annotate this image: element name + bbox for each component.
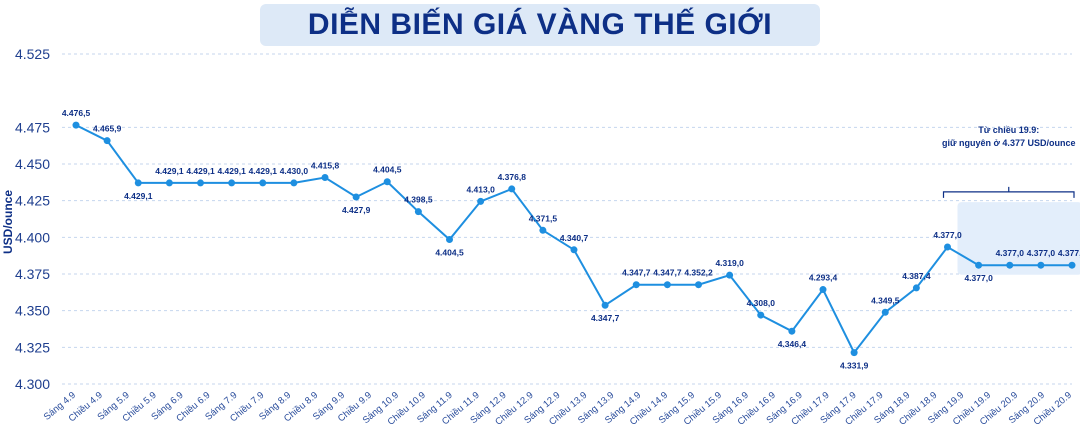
y-tick-label: 4.425	[15, 193, 50, 209]
y-tick-label: 4.400	[15, 229, 50, 245]
data-label: 4.347,7	[591, 313, 620, 323]
y-tick-label: 4.350	[15, 303, 50, 319]
data-label: 4.427,9	[342, 205, 371, 215]
highlight-region	[942, 186, 1080, 275]
data-label: 4.429,1	[217, 166, 246, 176]
data-point	[446, 236, 453, 244]
data-labels: 4.476,54.465,94.429,14.429,1 4.429,1 4.429…	[62, 108, 1080, 370]
y-tick-label: 4.475	[15, 119, 50, 135]
data-point	[103, 137, 111, 145]
data-point	[352, 193, 360, 201]
data-label: 4.319,0	[715, 258, 744, 268]
data-label: 4.377,0	[1058, 248, 1080, 258]
data-point	[321, 173, 329, 181]
data-point	[134, 179, 142, 187]
y-axis-label: USD/ounce	[1, 190, 15, 254]
y-tick-label: 4.375	[15, 266, 50, 282]
data-label: 4.429,1	[124, 191, 153, 201]
data-label: 4.429,1	[249, 166, 278, 176]
data-point	[290, 179, 298, 187]
title-banner: DIỄN BIẾN GIÁ VÀNG THẾ GIỚI	[260, 4, 820, 46]
data-label: 4.371,5	[529, 213, 558, 223]
data-label: 4.429,1	[155, 166, 184, 176]
data-point	[570, 246, 578, 254]
data-point	[757, 311, 765, 319]
data-point	[726, 271, 734, 279]
annotation-group: Từ chiều 19.9: giữ nguyên ở 4.377 USD/ou…	[942, 125, 1075, 148]
data-point	[414, 208, 422, 216]
data-label: 4.293,4	[809, 273, 838, 283]
data-label: 4.377,0	[996, 248, 1025, 258]
y-tick-label: 4.325	[15, 339, 50, 355]
data-points	[72, 121, 1076, 357]
data-point	[72, 121, 80, 129]
data-label: 4.404,5	[435, 248, 464, 258]
y-tick-label: 4.300	[15, 376, 50, 392]
y-axis-ticks: 4.300 4.325 4.350 4.375 4.400 4.425 4.450 4.475…	[15, 46, 50, 392]
annotation-line-2: giữ nguyên ở 4.377 USD/ounce	[942, 138, 1075, 148]
data-point	[383, 178, 391, 186]
data-label: 4.331,9	[840, 361, 869, 371]
data-point	[788, 327, 796, 335]
data-label: 4.346,4	[778, 339, 807, 349]
chart-title: DIỄN BIẾN GIÁ VÀNG THẾ GIỚI	[307, 8, 773, 41]
data-label: 4.352,2	[684, 268, 713, 278]
data-point	[1006, 261, 1014, 269]
data-label: 4.476,5	[62, 108, 91, 118]
data-label: 4.387,4	[902, 271, 931, 281]
data-point	[197, 179, 204, 187]
data-point	[663, 281, 671, 289]
data-point	[975, 261, 983, 269]
data-point	[695, 281, 702, 289]
data-point	[632, 281, 640, 289]
data-point	[477, 197, 485, 205]
y-tick-label: 4.525	[15, 46, 50, 62]
data-label: 4.413,0	[466, 184, 495, 194]
data-label: 4.377,0	[933, 230, 962, 240]
data-point	[508, 185, 516, 193]
annotation-line-1: Từ chiều 19.9:	[978, 125, 1039, 135]
gridlines	[62, 53, 1072, 385]
data-label: 4.340,7	[560, 233, 589, 243]
data-label: 4.308,0	[747, 298, 776, 308]
data-label: 4.376,8	[498, 172, 527, 182]
data-label: 4.430,0	[280, 166, 309, 176]
data-label: 4.347,7	[653, 268, 682, 278]
data-label: 4.377,0	[964, 273, 993, 283]
annotation-bracket	[942, 186, 1075, 198]
data-label: 4.398,5	[404, 195, 433, 205]
data-point	[944, 243, 951, 251]
y-tick-label: 4.450	[15, 156, 50, 172]
data-label: 4.429,1	[186, 166, 215, 176]
data-label: 4.404,5	[373, 165, 402, 175]
data-point	[912, 284, 920, 292]
data-point	[601, 301, 609, 309]
data-point	[539, 226, 547, 234]
data-label: 4.465,9	[93, 124, 122, 134]
data-label: 4.349,5	[871, 295, 900, 305]
data-point	[819, 286, 827, 294]
data-point	[228, 179, 236, 187]
data-point	[165, 179, 173, 187]
data-point	[259, 179, 267, 187]
data-label: 4.415,8	[311, 160, 340, 170]
data-point	[850, 349, 858, 357]
data-point	[1037, 261, 1045, 269]
data-label: 4.347,7	[622, 268, 651, 278]
data-point	[881, 308, 889, 316]
data-label: 4.377,0	[1027, 248, 1056, 258]
flat-region-shade	[957, 202, 1080, 275]
data-point	[1068, 261, 1076, 269]
